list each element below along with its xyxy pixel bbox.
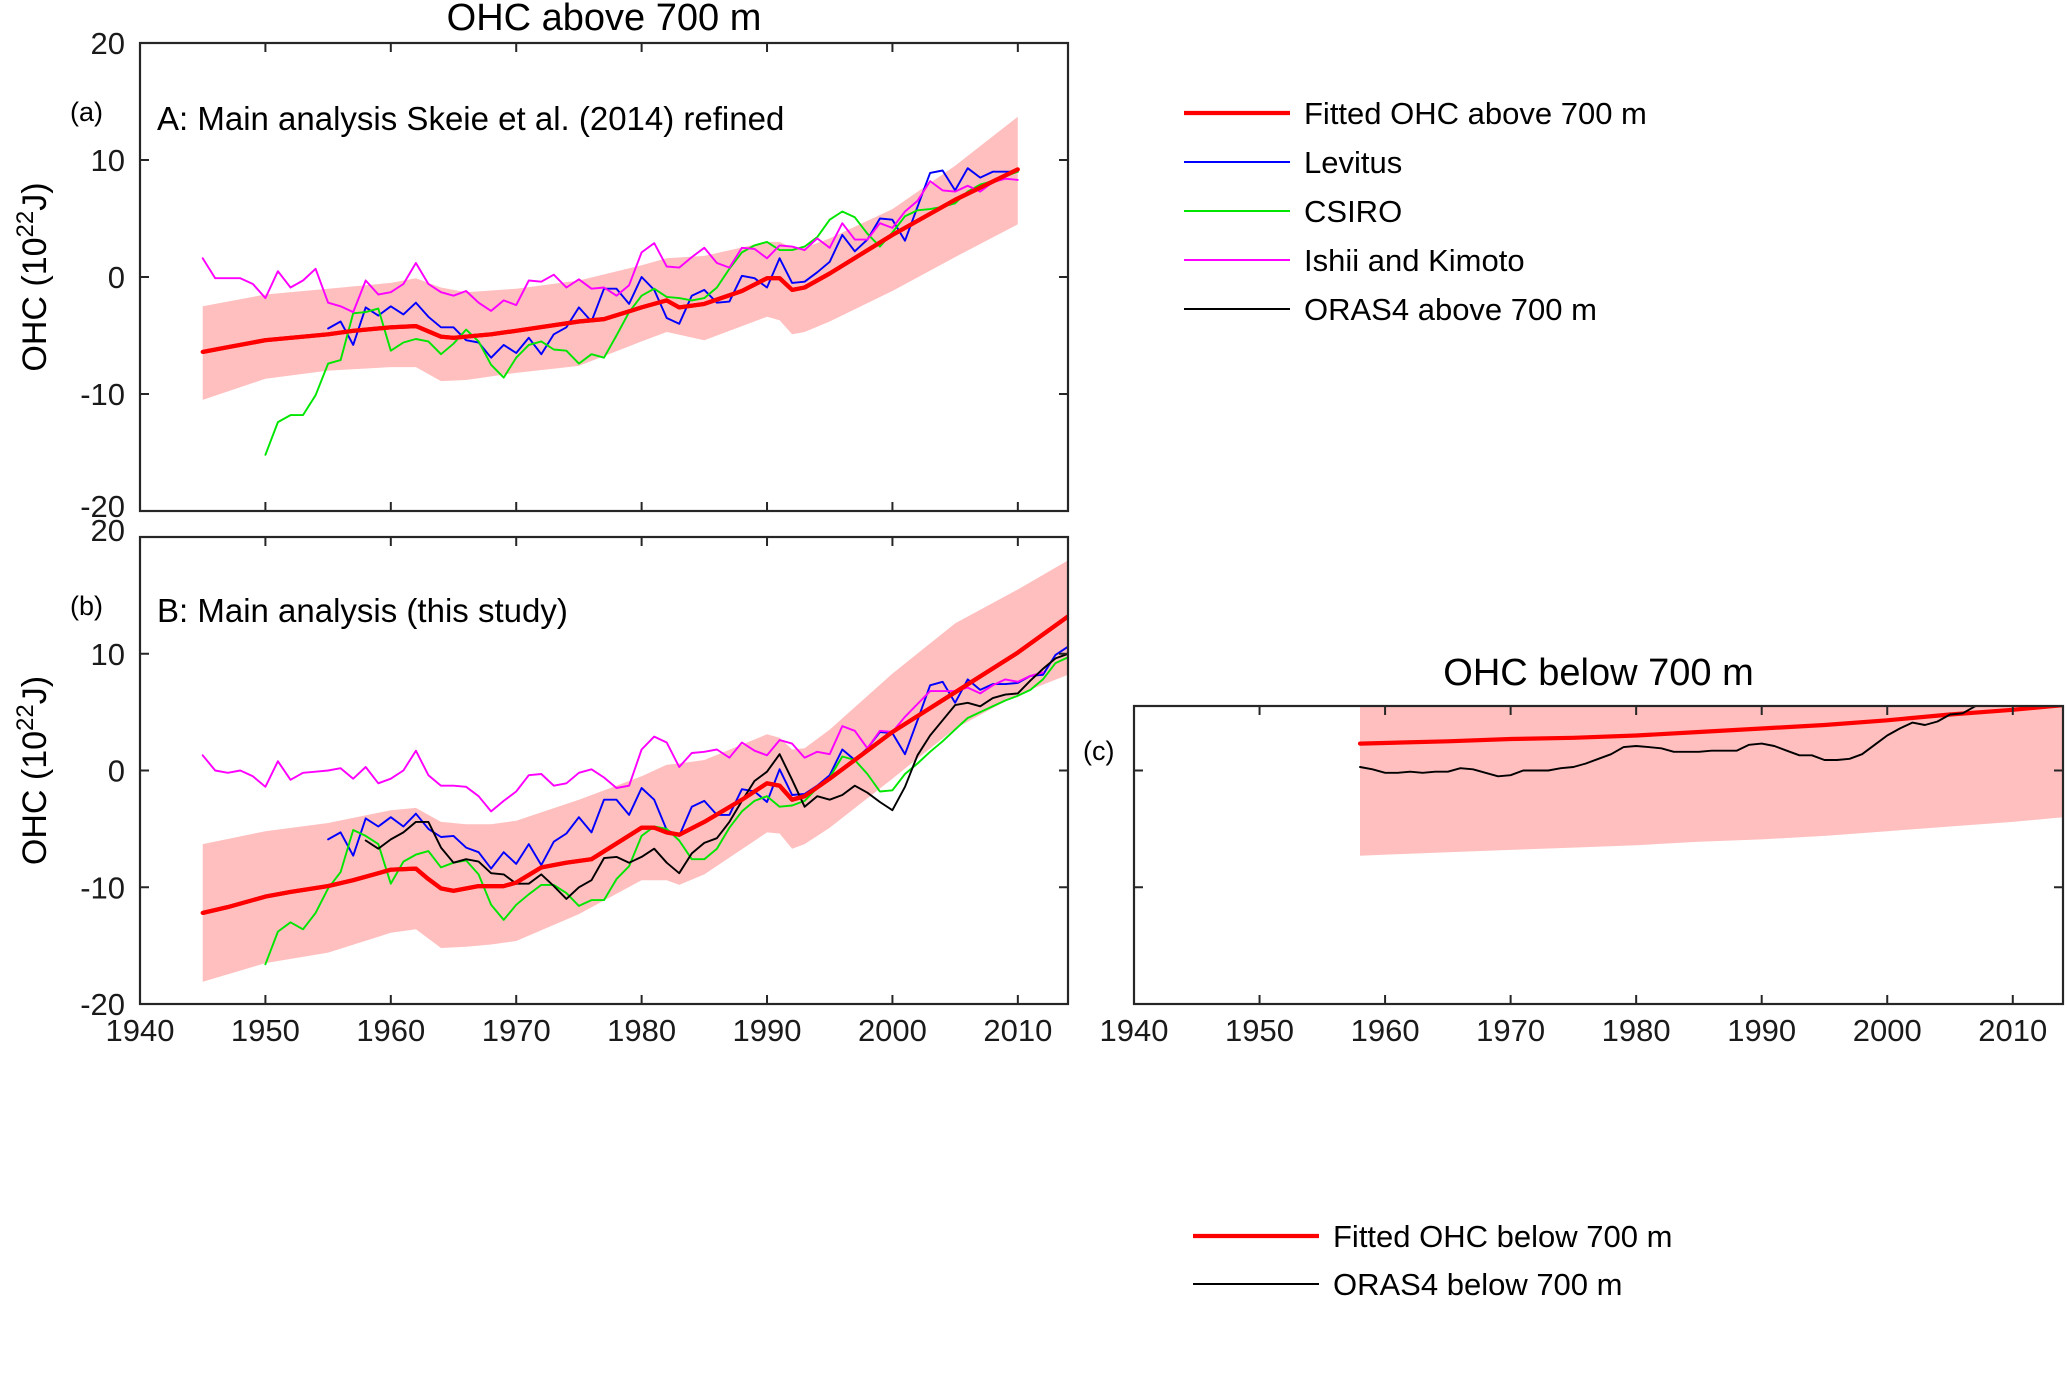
legend-item-ishii-and-kimoto: Ishii and Kimoto [1184, 243, 1525, 278]
x-tick-label: 2010 [1978, 1013, 2047, 1048]
uncertainty-band [202, 116, 1018, 400]
plot-area [1357, 706, 2063, 856]
x-tick-label: 1970 [482, 1013, 551, 1048]
x-tick-label: 1990 [1727, 1013, 1796, 1048]
panel-title: OHC below 700 m [1443, 652, 1753, 694]
x-tick-label: 1980 [1602, 1013, 1671, 1048]
y-axis-label-exponent: 22 [12, 704, 39, 731]
legend-label: ORAS4 below 700 m [1333, 1267, 1622, 1302]
x-tick-label: 2000 [1853, 1013, 1922, 1048]
x-tick-label: 1950 [231, 1013, 300, 1048]
series-line-levitus [327, 645, 1068, 870]
x-tick-label: 2010 [983, 1013, 1052, 1048]
uncertainty-band [202, 560, 1068, 982]
legend-item-levitus: Levitus [1184, 145, 1402, 180]
x-tick-label: 1980 [607, 1013, 676, 1048]
y-axis-label: OHC (1022J) [12, 182, 54, 371]
legend-item-oras4-above-700-m: ORAS4 above 700 m [1184, 292, 1597, 327]
y-tick-label: -10 [80, 870, 125, 905]
y-axis-label-unit: J) [16, 676, 54, 704]
legend-label: Fitted OHC above 700 m [1304, 96, 1647, 131]
x-tick-label: 2000 [858, 1013, 927, 1048]
y-tick-label: 10 [91, 143, 125, 178]
y-tick-label: -10 [80, 377, 125, 412]
y-tick-label: 0 [108, 260, 125, 295]
series-line-fitted-top [202, 614, 1068, 915]
y-axis-label-unit: J) [16, 182, 54, 210]
y-axis-label-exponent: 22 [12, 211, 39, 238]
plot-area [200, 116, 1020, 456]
legend-bottom: Fitted OHC below 700 m ORAS4 below 700 m [1193, 1219, 1672, 1302]
legend-item-fitted-ohc-above-700-m: Fitted OHC above 700 m [1184, 96, 1647, 131]
plot-area [200, 560, 1068, 982]
panel-c: 1940 1950 1960 1970 1980 1990 2000 2010 OHC belo… [1083, 652, 2065, 1048]
y-axis-label-main: OHC (10 [16, 731, 54, 865]
y-tick-label: 20 [91, 513, 125, 548]
x-tick-label: 1970 [1476, 1013, 1545, 1048]
panel-letter: (b) [70, 591, 103, 621]
panel-annotation: A: Main analysis Skeie et al. (2014) ref… [157, 100, 784, 137]
panel-letter: (c) [1083, 736, 1114, 766]
panel-b: 1940 1950 1960 1970 1980 1990 2000 2010 -20 -10 0 1… [12, 513, 1070, 1048]
legend-top: Fitted OHC above 700 m Levitus CSIRO Ishii … [1184, 96, 1647, 327]
series-line-oras4-above-700-m [364, 652, 1068, 900]
legend-item-csiro: CSIRO [1184, 194, 1402, 229]
legend-label: Ishii and Kimoto [1304, 243, 1525, 278]
x-tick-label: 1960 [1351, 1013, 1420, 1048]
series-line-fitted-top [202, 167, 1019, 354]
panel-title: OHC above 700 m [447, 0, 762, 39]
legend-item-fitted-ohc-below-700-m: Fitted OHC below 700 m [1193, 1219, 1672, 1254]
y-axis-label: OHC (1022J) [12, 676, 54, 865]
legend-label: CSIRO [1304, 194, 1402, 229]
legend-label: Fitted OHC below 700 m [1333, 1219, 1672, 1254]
series-line-ishii-and-kimoto [201, 177, 1019, 314]
x-tick-label: 1940 [1100, 1013, 1169, 1048]
panel-annotation: B: Main analysis (this study) [157, 592, 568, 629]
x-tick-label: 1950 [1225, 1013, 1294, 1048]
legend-label: Levitus [1304, 145, 1402, 180]
panel-letter: (a) [70, 97, 103, 127]
axes-frame [1132, 704, 2065, 1006]
series-line-oras4-below-700-m [1359, 706, 1979, 778]
y-tick-label: -20 [80, 987, 125, 1022]
x-tick-label: 1960 [356, 1013, 425, 1048]
x-tick-label: 1940 [106, 1013, 175, 1048]
uncertainty-band [1360, 706, 2063, 856]
series-line-levitus [327, 167, 1019, 359]
x-tick-label: 1990 [733, 1013, 802, 1048]
series-line-ishii-and-kimoto [201, 671, 1044, 813]
legend-item-oras4-below-700-m: ORAS4 below 700 m [1193, 1267, 1622, 1302]
legend-label: ORAS4 above 700 m [1304, 292, 1597, 327]
panel-a: -20 -10 0 10 20 OHC above 700 m (a) A: Main ana… [12, 0, 1070, 524]
y-axis-label-main: OHC (10 [16, 237, 54, 371]
y-tick-label: 10 [91, 637, 125, 672]
y-tick-label: 20 [91, 26, 125, 61]
y-tick-label: 0 [108, 754, 125, 789]
y-tick-label: -20 [80, 489, 125, 524]
